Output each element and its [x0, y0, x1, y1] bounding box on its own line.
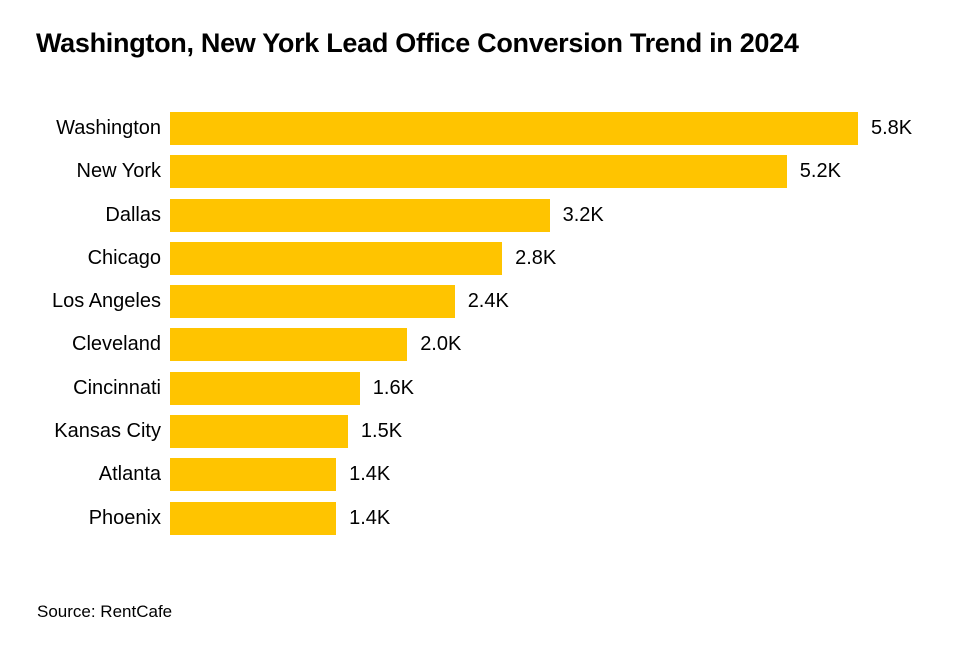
bar-row: New York 5.2K: [0, 155, 912, 189]
category-label: Dallas: [105, 203, 161, 226]
bar: [170, 458, 337, 492]
bar: [170, 285, 455, 319]
bar: [170, 112, 858, 145]
category-label: New York: [76, 160, 162, 183]
bar: [170, 198, 550, 232]
value-label: 1.4K: [349, 506, 391, 529]
value-label: 5.2K: [799, 160, 841, 183]
category-label: Los Angeles: [52, 290, 161, 313]
bar-row: Chicago 2.8K: [0, 241, 912, 275]
value-label: 2.4K: [467, 290, 509, 313]
category-label: Chicago: [87, 246, 161, 269]
source-caption: Source: RentCafe: [37, 602, 173, 621]
bar-row: Cincinnati 1.6K: [0, 371, 912, 405]
bar-row: Los Angeles 2.4K: [0, 285, 912, 319]
category-label: Cincinnati: [73, 376, 161, 399]
bar: [170, 155, 787, 189]
bar-row: Dallas 3.2K: [0, 198, 912, 232]
value-label: 1.4K: [349, 463, 391, 486]
chart-title: Washington, New York Lead Office Convers…: [36, 28, 799, 58]
bar: [170, 328, 408, 362]
bar-row: Cleveland 2.0K: [0, 328, 912, 362]
category-label: Atlanta: [98, 463, 161, 486]
bar-chart: Washington 5.8K New York 5.2K Dallas 3.2K Chic…: [0, 112, 912, 535]
bar-row: Kansas City 1.5K: [0, 415, 912, 449]
category-label: Phoenix: [88, 506, 161, 529]
bar-row: Atlanta 1.4K: [0, 458, 912, 492]
bar: [170, 415, 348, 449]
value-label: 1.6K: [372, 376, 414, 399]
value-label: 1.5K: [360, 420, 403, 443]
category-label: Cleveland: [72, 333, 161, 356]
bar: [170, 501, 337, 535]
bar: [170, 371, 360, 405]
category-label: Kansas City: [54, 420, 161, 443]
bar-row: Washington 5.8K: [0, 112, 912, 145]
category-label: Washington: [56, 117, 161, 139]
bar: [170, 241, 503, 275]
value-label: 3.2K: [562, 203, 604, 226]
value-label: 5.8K: [871, 117, 913, 139]
value-label: 2.0K: [420, 333, 462, 356]
value-label: 2.8K: [515, 246, 557, 269]
bar-row: Phoenix 1.4K: [0, 501, 912, 535]
